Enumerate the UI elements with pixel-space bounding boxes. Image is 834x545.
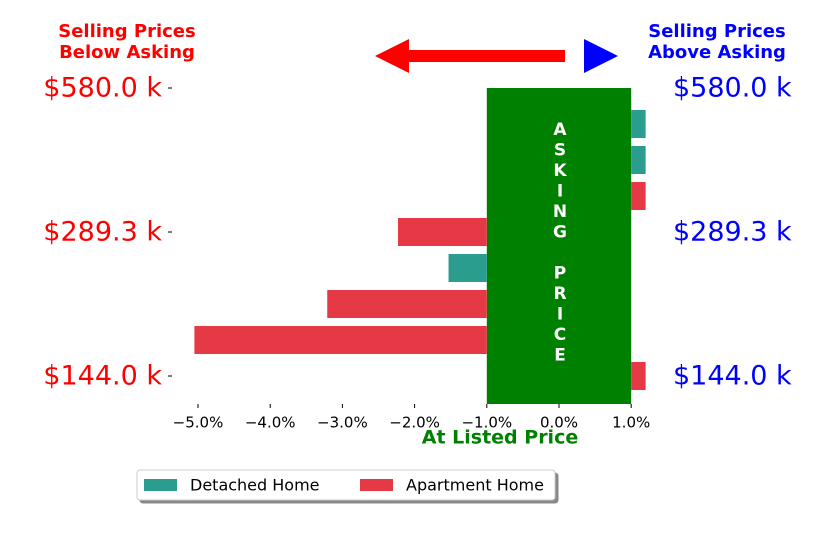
x-axis-label: At Listed Price (422, 427, 578, 449)
y-tick-label-right: $289.3 k (673, 217, 792, 248)
x-tick-label: 1.0% (612, 414, 650, 432)
arrow-left (375, 39, 565, 73)
bar (327, 290, 487, 318)
y-tick-label-right: $144.0 k (673, 361, 792, 392)
header-line: Selling Prices (648, 21, 785, 42)
x-tick-label: −2.0% (389, 414, 440, 432)
x-tick-label: −3.0% (317, 414, 368, 432)
arrow-right (584, 39, 618, 73)
bar (631, 362, 646, 390)
y-tick-label: $580.0 k (43, 73, 162, 104)
header-line: Below Asking (59, 42, 195, 63)
bar (631, 146, 646, 174)
bar (448, 254, 487, 282)
x-tick-label: −5.0% (173, 414, 224, 432)
legend-box (136, 469, 556, 501)
bar (631, 182, 646, 210)
y-tick-label: $144.0 k (43, 361, 162, 392)
bar (397, 218, 487, 246)
bar (194, 326, 487, 354)
x-tick-label: −1.0% (461, 414, 512, 432)
x-tick-label: −4.0% (245, 414, 296, 432)
legend: Detached Home Apartment Home (136, 469, 556, 501)
x-tick-label: 0.0% (540, 414, 578, 432)
y-tick-label: $289.3 k (43, 217, 162, 248)
legend-label: Apartment Home (406, 476, 544, 495)
legend-swatch (144, 479, 177, 491)
bar (631, 110, 646, 138)
header-line: Selling Prices (58, 21, 195, 42)
legend-label: Detached Home (190, 476, 320, 495)
legend-swatch (360, 479, 393, 491)
header-line: Above Asking (648, 42, 786, 63)
asking-band (486, 88, 632, 404)
y-tick-label-right: $580.0 k (673, 73, 792, 104)
